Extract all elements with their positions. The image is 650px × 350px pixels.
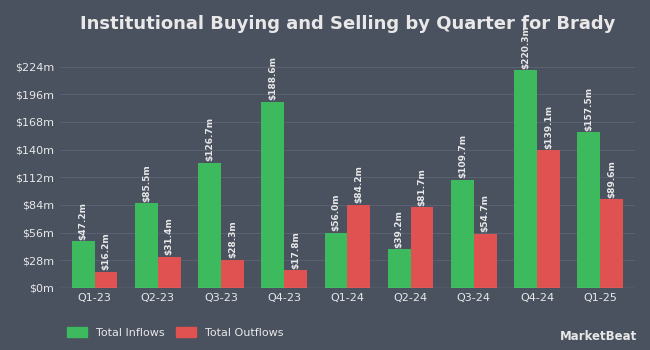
Text: $31.4m: $31.4m [164,218,174,256]
Bar [94,272,117,288]
Bar [221,260,244,288]
Text: $84.2m: $84.2m [354,166,363,203]
Text: $47.2m: $47.2m [79,202,88,240]
Text: $56.0m: $56.0m [332,194,341,231]
Text: $126.7m: $126.7m [205,117,214,161]
Bar [451,180,474,288]
Bar [284,270,307,288]
Legend: Total Inflows, Total Outflows: Total Inflows, Total Outflows [64,323,287,341]
Bar [600,199,623,288]
Bar [198,163,221,288]
Bar [411,207,434,288]
Bar [135,203,158,288]
Text: $220.3m: $220.3m [521,25,530,69]
Text: $109.7m: $109.7m [458,134,467,178]
Bar [514,70,537,288]
Text: $17.8m: $17.8m [291,231,300,269]
Text: $139.1m: $139.1m [544,105,553,149]
Text: $54.7m: $54.7m [481,194,489,232]
Bar [537,150,560,288]
Bar [72,241,94,288]
Text: $188.6m: $188.6m [268,56,278,100]
Bar [261,102,284,288]
Bar [324,233,347,288]
Bar [388,249,411,288]
Text: $85.5m: $85.5m [142,164,151,202]
Text: $157.5m: $157.5m [584,87,593,131]
Bar [158,257,181,288]
Text: $89.6m: $89.6m [607,160,616,198]
Text: $16.2m: $16.2m [101,233,111,271]
Bar [347,205,370,288]
Bar [474,234,497,288]
Bar [577,132,600,288]
Text: $39.2m: $39.2m [395,210,404,248]
Text: MarketBeat: MarketBeat [560,330,637,343]
Text: $28.3m: $28.3m [228,221,237,259]
Text: $81.7m: $81.7m [417,168,426,206]
Title: Institutional Buying and Selling by Quarter for Brady: Institutional Buying and Selling by Quar… [80,15,615,33]
